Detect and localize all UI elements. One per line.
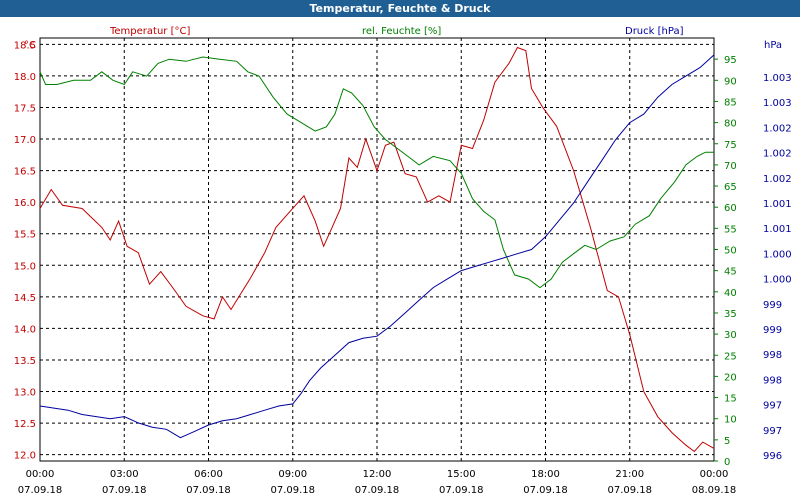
y-tick-temperature: 13.5 (14, 356, 36, 367)
y-tick-pressure: 1.003 (763, 98, 792, 109)
y-tick-temperature: 15.5 (14, 230, 36, 241)
y-tick-temperature: 12.0 (14, 451, 36, 462)
temperature-unit-label: °C (24, 40, 36, 51)
y-tick-humidity: 95 (724, 55, 737, 66)
y-tick-humidity: 85 (724, 97, 737, 108)
x-tick-time: 00:00 (26, 469, 55, 480)
y-tick-pressure: 1.000 (763, 249, 792, 260)
pressure-unit-label: hPa (764, 40, 782, 51)
x-tick-date: 07.09.18 (523, 485, 568, 496)
y-tick-pressure: 1.002 (763, 174, 792, 185)
y-tick-temperature: 14.5 (14, 293, 36, 304)
x-tick-date: 07.09.18 (355, 485, 400, 496)
x-tick-date: 08.09.18 (692, 485, 737, 496)
y-tick-pressure: 1.001 (763, 199, 792, 210)
y-tick-humidity: 35 (724, 309, 737, 320)
x-tick-date: 07.09.18 (102, 485, 147, 496)
y-tick-humidity: 10 (724, 415, 737, 426)
y-tick-pressure: 996 (763, 451, 782, 462)
y-tick-temperature: 16.0 (14, 198, 36, 209)
y-tick-humidity: 30 (724, 330, 737, 341)
y-tick-humidity: 40 (724, 288, 737, 299)
x-tick-date: 07.09.18 (607, 485, 652, 496)
x-tick-date: 07.09.18 (270, 485, 315, 496)
y-tick-pressure: 1.002 (763, 123, 792, 134)
y-tick-humidity: 90 (724, 76, 737, 87)
y-tick-humidity: 70 (724, 161, 737, 172)
x-tick-date: 07.09.18 (18, 485, 63, 496)
y-tick-pressure: 1.002 (763, 149, 792, 160)
y-tick-humidity: 15 (724, 394, 737, 405)
y-tick-humidity: 75 (724, 140, 737, 151)
legend-humidity: rel. Feuchte [%] (362, 26, 441, 37)
y-tick-temperature: 18.0 (14, 72, 36, 83)
y-tick-temperature: 16.5 (14, 167, 36, 178)
y-tick-humidity: 50 (724, 246, 737, 257)
x-tick-time: 12:00 (363, 469, 392, 480)
x-tick-time: 21:00 (615, 469, 644, 480)
legend-pressure: Druck [hPa] (625, 26, 684, 37)
x-tick-time: 00:00 (700, 469, 729, 480)
x-tick-time: 09:00 (278, 469, 307, 480)
y-tick-humidity: 45 (724, 267, 737, 278)
x-tick-time: 15:00 (447, 469, 476, 480)
y-tick-temperature: 17.5 (14, 103, 36, 114)
y-tick-temperature: 18.5 (14, 40, 36, 51)
y-tick-humidity: 65 (724, 182, 737, 193)
y-tick-pressure: 999 (763, 325, 782, 336)
y-tick-temperature: 13.0 (14, 388, 36, 399)
y-tick-temperature: 15.0 (14, 261, 36, 272)
y-tick-pressure: 998 (763, 375, 782, 386)
y-tick-pressure: 1.000 (763, 275, 792, 286)
y-tick-pressure: 998 (763, 350, 782, 361)
y-tick-humidity: 25 (724, 351, 737, 362)
y-tick-humidity: 60 (724, 203, 737, 214)
y-tick-humidity: 55 (724, 224, 737, 235)
y-tick-pressure: 997 (763, 426, 782, 437)
y-tick-pressure: 1.003 (763, 73, 792, 84)
x-tick-time: 18:00 (531, 469, 560, 480)
series-line-temperature (39, 46, 715, 453)
y-tick-pressure: 1.001 (763, 224, 792, 235)
x-tick-date: 07.09.18 (439, 485, 484, 496)
y-tick-humidity: 0 (724, 457, 730, 468)
y-tick-pressure: 997 (763, 401, 782, 412)
y-tick-temperature: 14.0 (14, 324, 36, 335)
y-tick-temperature: 12.5 (14, 419, 36, 430)
series-line-humidity (39, 56, 714, 289)
x-tick-time: 06:00 (194, 469, 223, 480)
x-tick-time: 03:00 (110, 469, 139, 480)
x-tick-date: 07.09.18 (186, 485, 231, 496)
y-tick-pressure: 999 (763, 300, 782, 311)
y-tick-humidity: 5 (724, 436, 730, 447)
chart-title: Temperatur, Feuchte & Druck (0, 0, 800, 17)
y-tick-humidity: 80 (724, 119, 737, 130)
y-tick-temperature: 17.0 (14, 135, 36, 146)
series-line-pressure (39, 54, 715, 439)
legend-temperature: Temperatur [°C] (109, 26, 190, 37)
y-tick-humidity: 20 (724, 372, 737, 383)
